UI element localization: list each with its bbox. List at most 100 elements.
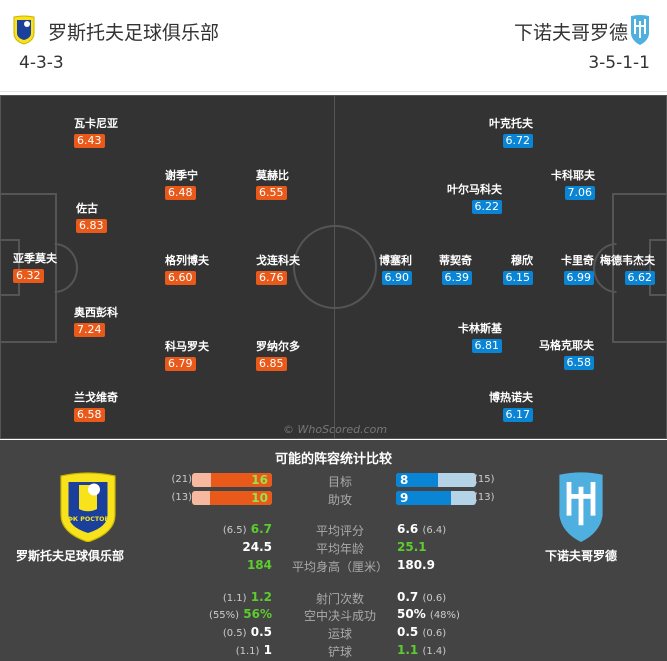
away-prev: (48%) <box>429 610 460 621</box>
home-prev: (1.1) <box>235 646 260 657</box>
player-name: 谢季宁 <box>165 169 198 182</box>
away-bar-fill: 9 <box>396 491 452 505</box>
player-rating: 6.81 <box>471 339 502 353</box>
player-rating: 6.22 <box>471 200 502 214</box>
away-stat: 50% <box>397 607 426 621</box>
home-stat: 1 <box>263 643 272 657</box>
player-name: 戈连科夫 <box>256 254 300 267</box>
away-stat: 1.1 <box>397 643 419 657</box>
stat-row: (1.1) 1 铲球 1.1 (1.4) <box>0 643 667 659</box>
player-name: 蒂契奇 <box>439 254 472 267</box>
away-player[interactable]: 蒂契奇 6.39 <box>439 254 472 285</box>
away-player[interactable]: 卡里奇 6.99 <box>561 254 594 285</box>
away-stat: 180.9 <box>397 558 435 572</box>
home-player[interactable]: 兰戈维奇 6.58 <box>74 391 118 422</box>
away-team-name[interactable]: 下诺夫哥罗德 <box>513 22 628 44</box>
player-name: 卡科耶夫 <box>551 169 595 182</box>
home-bar-fill: 10 <box>210 491 272 505</box>
stat-label: 平均评分 <box>315 524 364 538</box>
away-value: 0.7 (0.6) <box>397 590 446 604</box>
stat-row: 184 平均身高（厘米） 180.9 <box>0 558 667 574</box>
away-prev: (13) <box>474 492 495 503</box>
home-stat: 1.2 <box>250 590 272 604</box>
away-bar-fill: 8 <box>396 473 439 487</box>
player-rating: 6.85 <box>256 357 287 371</box>
player-rating: 6.17 <box>502 408 533 422</box>
stat-label: 射门次数 <box>315 592 364 606</box>
crest-lettering: ФК РОСТОВ <box>67 516 110 523</box>
away-value: 25.1 <box>397 540 427 554</box>
player-rating: 6.76 <box>256 271 287 285</box>
away-player[interactable]: 卡林斯基 6.81 <box>458 322 502 353</box>
home-value: 24.5 <box>242 540 272 554</box>
away-player[interactable]: 叶尔马科夫 6.22 <box>447 183 502 214</box>
stat-row: (55%) 56% 空中决斗成功 50% (48%) <box>0 607 667 623</box>
stats-title: 可能的阵容统计比较 <box>274 452 392 467</box>
home-player[interactable]: 谢季宁 6.48 <box>165 169 198 200</box>
home-player[interactable]: 科马罗夫 6.79 <box>165 340 209 371</box>
player-name: 卡里奇 <box>561 254 594 267</box>
home-player[interactable]: 奥西彭科 7.24 <box>74 306 118 337</box>
stat-label: 目标 <box>327 475 352 489</box>
away-player[interactable]: 马格克耶夫 6.58 <box>539 339 594 370</box>
stat-row: (0.5) 0.5 运球 0.5 (0.6) <box>0 625 667 641</box>
home-prev: (21) <box>171 474 192 485</box>
home-value: (55%) 56% <box>209 607 272 621</box>
player-rating: 6.15 <box>502 271 533 285</box>
player-rating: 6.48 <box>165 186 196 200</box>
away-player[interactable]: 博热诺夫 6.17 <box>489 391 533 422</box>
home-player[interactable]: 佐古 6.83 <box>76 202 107 233</box>
home-player[interactable]: 瓦卡尼亚 6.43 <box>74 117 118 148</box>
home-player[interactable]: 莫赫比 6.55 <box>256 169 289 200</box>
stat-label: 助攻 <box>327 493 352 507</box>
away-player[interactable]: 穆欣 6.15 <box>502 254 533 285</box>
home-player[interactable]: 罗纳尔多 6.85 <box>256 340 300 371</box>
home-player[interactable]: 戈连科夫 6.76 <box>256 254 300 285</box>
player-name: 瓦卡尼亚 <box>74 117 118 130</box>
player-name: 叶克托夫 <box>489 117 533 130</box>
home-team-label: 罗斯托夫足球俱乐部 <box>15 549 124 563</box>
player-name: 叶尔马科夫 <box>447 183 502 196</box>
home-value: (1.1) 1.2 <box>223 590 272 604</box>
match-header: 罗斯托夫足球俱乐部 4-3-3 下诺夫哥罗德 3-5-1-1 <box>0 0 667 92</box>
player-rating: 6.79 <box>165 357 196 371</box>
player-rating: 6.39 <box>441 271 472 285</box>
away-formation: 3-5-1-1 <box>588 53 650 73</box>
away-player[interactable]: 卡科耶夫 7.06 <box>551 169 595 200</box>
away-stat: 25.1 <box>397 540 427 554</box>
stat-bar-row: (13) 10 助攻 9 (13) <box>0 491 667 507</box>
player-name: 博塞利 <box>379 254 412 267</box>
stat-label: 铲球 <box>327 645 352 659</box>
home-value: (1.1) 1 <box>236 643 272 657</box>
pitch: 亚季莫夫 6.32 瓦卡尼亚 6.43 佐古 6.83 奥西彭科 7.24 兰戈维奇 6.58 谢季… <box>0 95 667 439</box>
player-name: 罗纳尔多 <box>256 340 300 353</box>
away-value: 1.1 (1.4) <box>397 643 446 657</box>
away-player[interactable]: 叶克托夫 6.72 <box>489 117 533 148</box>
player-rating: 6.55 <box>256 186 287 200</box>
player-name: 佐古 <box>76 202 98 215</box>
home-team-name[interactable]: 罗斯托夫足球俱乐部 <box>48 22 220 44</box>
home-prev: (55%) <box>209 610 240 621</box>
player-name: 穆欣 <box>511 254 533 267</box>
player-name: 亚季莫夫 <box>13 252 57 265</box>
stat-label: 平均年龄 <box>315 542 364 556</box>
player-rating: 6.32 <box>13 269 44 283</box>
home-player[interactable]: 格列博夫 6.60 <box>165 254 209 285</box>
home-bar: 10 <box>192 491 272 505</box>
away-prev: (0.6) <box>422 628 447 639</box>
away-team-label: 下诺夫哥罗德 <box>544 549 617 563</box>
home-value: (6.5) 6.7 <box>223 522 272 536</box>
away-stat: 6.6 <box>397 522 419 536</box>
away-stat: 0.7 <box>397 590 419 604</box>
home-player[interactable]: 亚季莫夫 6.32 <box>13 252 57 283</box>
stat-row: (1.1) 1.2 射门次数 0.7 (0.6) <box>0 590 667 606</box>
player-name: 博热诺夫 <box>489 391 533 404</box>
away-bar: 8 <box>396 473 476 487</box>
player-name: 卡林斯基 <box>458 322 502 335</box>
away-player[interactable]: 博塞利 6.90 <box>379 254 412 285</box>
player-rating: 7.24 <box>74 323 105 337</box>
center-circle <box>293 225 377 309</box>
away-player[interactable]: 梅德韦杰夫 6.62 <box>600 254 655 285</box>
away-prev: (6.4) <box>422 525 447 536</box>
home-stat: 184 <box>246 558 272 572</box>
